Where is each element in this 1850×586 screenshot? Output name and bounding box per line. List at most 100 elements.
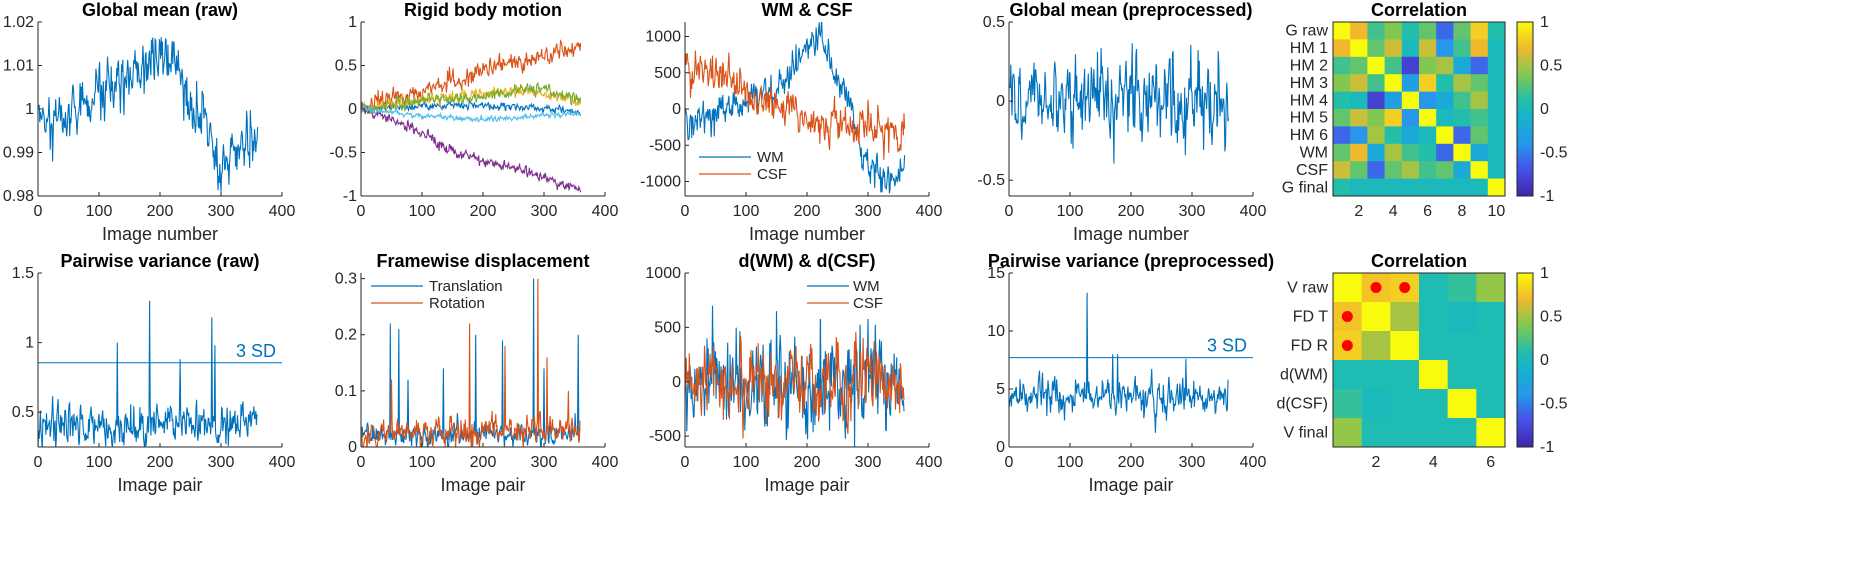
colorbar-tick-label: 1 xyxy=(1540,14,1549,31)
heatmap-cell xyxy=(1390,302,1420,332)
heatmap-cell xyxy=(1436,74,1454,92)
heatmap-cell xyxy=(1453,91,1471,110)
x-tick-label: 100 xyxy=(733,454,760,471)
heatmap-cell xyxy=(1333,178,1351,197)
series-line-1 xyxy=(685,50,906,160)
heatmap-cell xyxy=(1447,360,1477,390)
y-tick-label: 0.3 xyxy=(335,271,357,288)
heatmap-cell xyxy=(1350,56,1368,75)
heatmap-cell xyxy=(1390,360,1420,390)
x-tick-label: 100 xyxy=(409,454,436,471)
heatmap-cell xyxy=(1470,143,1489,162)
heatmap-cell xyxy=(1419,418,1448,448)
row-label: FD R xyxy=(1291,338,1328,355)
x-tick-label: 100 xyxy=(409,203,436,220)
x-tick-label: 200 xyxy=(794,203,821,220)
significance-marker xyxy=(1341,311,1353,322)
heatmap-cell xyxy=(1350,161,1368,179)
heatmap-cell xyxy=(1470,74,1489,92)
x-tick-label: 200 xyxy=(1118,454,1145,471)
heatmap-cell xyxy=(1333,143,1351,162)
heatmap-cell xyxy=(1350,178,1368,197)
row-label: d(WM) xyxy=(1280,367,1328,384)
x-tick-label: 8 xyxy=(1458,203,1467,220)
heatmap-cell xyxy=(1470,56,1489,75)
legend-entry: WM xyxy=(757,149,784,166)
heatmap-cell xyxy=(1361,302,1391,332)
heatmap-cell xyxy=(1419,22,1437,40)
series-line-0 xyxy=(1009,292,1229,433)
y-tick-label: 1 xyxy=(348,14,357,31)
heatmap-cell xyxy=(1367,56,1385,75)
x-tick-label: 300 xyxy=(531,454,558,471)
heatmap-cell xyxy=(1447,418,1477,448)
heatmap-cell xyxy=(1476,418,1506,448)
heatmap-cell xyxy=(1419,178,1437,197)
heatmap-cell xyxy=(1333,161,1351,179)
heatmap-cell xyxy=(1419,74,1437,92)
x-tick-label: 100 xyxy=(1057,203,1084,220)
heatmap-cell xyxy=(1333,126,1351,145)
y-tick-label: 5 xyxy=(996,381,1005,398)
heatmap-cell xyxy=(1384,178,1403,197)
heatmap-cell xyxy=(1333,109,1351,127)
panel-1: 0 100 200 300 400 -1 -0.5 0 0.5 1 Rigid body motio… xyxy=(329,0,618,220)
x-tick-label: 400 xyxy=(269,203,296,220)
x-tick-label: 6 xyxy=(1423,203,1432,220)
heatmap-cell xyxy=(1367,161,1385,179)
heatmap-cell xyxy=(1384,74,1403,92)
panel-5: 3 SD 0 100 200 300 400 0.5 1 1.5 Pairwise varianc… xyxy=(12,251,296,495)
heatmap-cell xyxy=(1487,126,1506,145)
y-tick-label: 1 xyxy=(25,101,34,118)
legend-entry: WM xyxy=(853,278,880,295)
x-tick-label: 300 xyxy=(208,454,235,471)
heatmap-cell xyxy=(1470,109,1489,127)
heatmap-cell xyxy=(1333,22,1351,40)
heatmap-cell xyxy=(1436,143,1454,162)
chart-title: Pairwise variance (raw) xyxy=(60,251,259,271)
x-tick-label: 300 xyxy=(855,454,882,471)
heatmap-cell xyxy=(1453,56,1471,75)
series-line-1 xyxy=(361,278,581,447)
heatmap-cell xyxy=(1384,56,1403,75)
y-tick-label: 0 xyxy=(672,374,681,391)
y-tick-label: 15 xyxy=(987,265,1005,282)
x-tick-label: 400 xyxy=(1240,203,1267,220)
row-label: HM 1 xyxy=(1290,40,1328,57)
x-tick-label: 200 xyxy=(147,454,174,471)
row-label: HM 5 xyxy=(1290,110,1328,127)
series-line-0 xyxy=(1009,43,1230,164)
y-tick-label: 500 xyxy=(654,319,681,336)
heatmap-cell xyxy=(1447,273,1477,303)
x-axis-label: Image number xyxy=(102,224,218,244)
colorbar-tick-label: -1 xyxy=(1540,188,1554,205)
x-axis-label: Image pair xyxy=(440,475,525,495)
significance-marker xyxy=(1341,340,1353,351)
x-tick-label: 0 xyxy=(681,454,690,471)
row-label: V raw xyxy=(1287,280,1328,297)
heatmap-cell xyxy=(1390,331,1420,361)
heatmap-cell xyxy=(1453,74,1471,92)
heatmap-cell xyxy=(1487,91,1506,110)
series-line-3 xyxy=(361,102,582,193)
y-tick-label: 0.1 xyxy=(335,383,357,400)
heatmap-cell xyxy=(1401,109,1420,127)
heatmap-cell xyxy=(1453,161,1471,179)
panel-2: 0 100 200 300 400 -1000 -500 0 500 1000 WM & CSF Im… xyxy=(640,0,942,244)
heatmap-cell xyxy=(1333,273,1362,303)
heatmap-cell xyxy=(1384,39,1403,58)
heatmap-cell xyxy=(1487,56,1506,75)
heatmap-cell xyxy=(1436,126,1454,145)
x-tick-label: 0 xyxy=(357,454,366,471)
heatmap-cell xyxy=(1470,126,1489,145)
y-tick-label: 1.02 xyxy=(3,14,34,31)
heatmap-cell xyxy=(1453,178,1471,197)
x-tick-label: 400 xyxy=(916,203,943,220)
heatmap-cell xyxy=(1487,39,1506,58)
heatmap-cell xyxy=(1419,39,1437,58)
heatmap-cell xyxy=(1384,126,1403,145)
x-tick-label: 300 xyxy=(1179,203,1206,220)
